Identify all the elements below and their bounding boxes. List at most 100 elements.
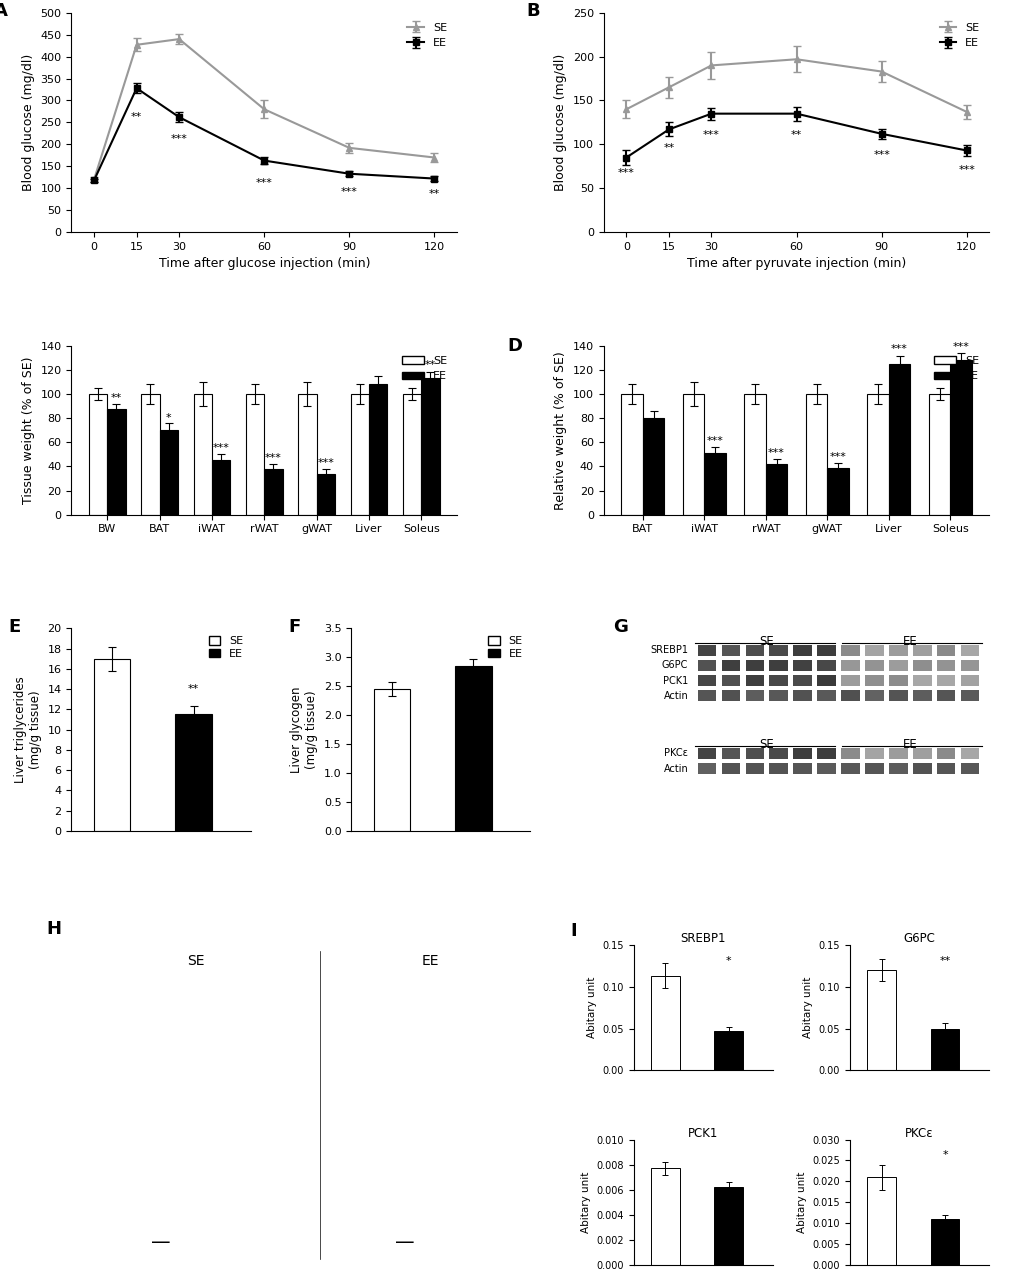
Bar (826, 468, 848, 515)
Text: *: * (726, 956, 731, 966)
Text: I: I (571, 923, 577, 941)
Bar (745, 748, 763, 759)
Bar (864, 659, 882, 671)
Bar (793, 690, 811, 702)
Text: ***: *** (265, 452, 281, 463)
Bar (935, 675, 955, 686)
Bar (316, 474, 334, 515)
Bar (935, 659, 955, 671)
Bar (745, 659, 763, 671)
Bar (960, 675, 978, 686)
Bar (745, 690, 763, 702)
Bar (866, 1177, 895, 1265)
Bar (960, 690, 978, 702)
Bar (805, 394, 826, 515)
Bar (889, 763, 907, 774)
Y-axis label: Liver triglycerides
(mg/g tissue): Liver triglycerides (mg/g tissue) (14, 676, 42, 783)
Y-axis label: Abitary unit: Abitary unit (796, 1172, 806, 1233)
Text: Actin: Actin (662, 764, 688, 773)
Bar (841, 659, 859, 671)
Bar (793, 748, 811, 759)
Bar (864, 675, 882, 686)
Title: PKCε: PKCε (905, 1126, 933, 1140)
Bar (950, 360, 971, 515)
Bar (816, 690, 836, 702)
Y-axis label: Liver glycogen
(mg/g tissue): Liver glycogen (mg/g tissue) (289, 686, 318, 773)
Bar (721, 748, 740, 759)
Legend: SE, EE: SE, EE (207, 634, 245, 661)
Bar (935, 644, 955, 656)
Text: G6PC: G6PC (661, 661, 688, 671)
Bar (107, 409, 125, 515)
Text: SE: SE (187, 955, 205, 969)
Text: ***: *** (706, 436, 722, 446)
Text: **: ** (111, 392, 122, 403)
Bar (864, 644, 882, 656)
Text: ***: *** (256, 178, 272, 188)
Bar (264, 469, 282, 515)
Bar (721, 675, 740, 686)
Bar (713, 1187, 742, 1265)
Text: ***: *** (702, 130, 719, 141)
Bar (864, 748, 882, 759)
Y-axis label: Tissue weight (% of SE): Tissue weight (% of SE) (22, 357, 35, 504)
Bar (793, 675, 811, 686)
Y-axis label: Relative weight (% of SE): Relative weight (% of SE) (553, 351, 567, 510)
Bar (912, 675, 930, 686)
Text: —: — (151, 1233, 171, 1252)
Y-axis label: Blood glucose (mg/dl): Blood glucose (mg/dl) (22, 54, 35, 190)
Bar (816, 763, 836, 774)
Bar (768, 690, 788, 702)
Bar (793, 763, 811, 774)
Bar (697, 659, 715, 671)
Title: SREBP1: SREBP1 (680, 932, 726, 944)
Legend: SE, EE: SE, EE (403, 18, 451, 52)
Bar (744, 394, 765, 515)
Bar (246, 394, 264, 515)
Title: G6PC: G6PC (903, 932, 934, 944)
Text: **: ** (428, 189, 439, 199)
Bar (889, 675, 907, 686)
Bar (369, 385, 387, 515)
Text: ***: *** (957, 165, 974, 175)
Bar (768, 675, 788, 686)
Title: PCK1: PCK1 (688, 1126, 717, 1140)
Text: ***: *** (828, 451, 846, 461)
Bar (703, 454, 726, 515)
Bar (175, 714, 212, 831)
Bar (935, 690, 955, 702)
Text: F: F (288, 619, 301, 636)
Text: EE: EE (902, 635, 917, 648)
Text: G: G (612, 619, 627, 636)
Text: ***: *** (618, 167, 634, 178)
Text: H: H (47, 920, 61, 938)
Bar (765, 464, 787, 515)
Bar (650, 1168, 679, 1265)
Text: ***: *** (340, 187, 358, 197)
Text: **: ** (662, 143, 674, 153)
Bar (642, 418, 663, 515)
Bar (159, 431, 177, 515)
Y-axis label: Blood glucose (mg/dl): Blood glucose (mg/dl) (553, 54, 567, 190)
Text: A: A (0, 1, 8, 20)
Bar (864, 763, 882, 774)
Legend: SE, EE: SE, EE (928, 351, 983, 386)
Text: EE: EE (421, 955, 438, 969)
Text: **: ** (790, 130, 801, 141)
Text: ***: *** (317, 458, 334, 468)
Bar (194, 394, 212, 515)
Bar (912, 659, 930, 671)
Bar (816, 675, 836, 686)
Text: Actin: Actin (662, 691, 688, 700)
Bar (889, 659, 907, 671)
Bar (841, 748, 859, 759)
Bar (793, 659, 811, 671)
Legend: SE, EE: SE, EE (397, 351, 451, 386)
Bar (454, 666, 491, 831)
X-axis label: Time after pyruvate injection (min): Time after pyruvate injection (min) (686, 257, 905, 271)
Bar (745, 644, 763, 656)
Text: ***: *** (872, 150, 890, 160)
Bar (793, 644, 811, 656)
Bar (89, 394, 107, 515)
Bar (768, 748, 788, 759)
